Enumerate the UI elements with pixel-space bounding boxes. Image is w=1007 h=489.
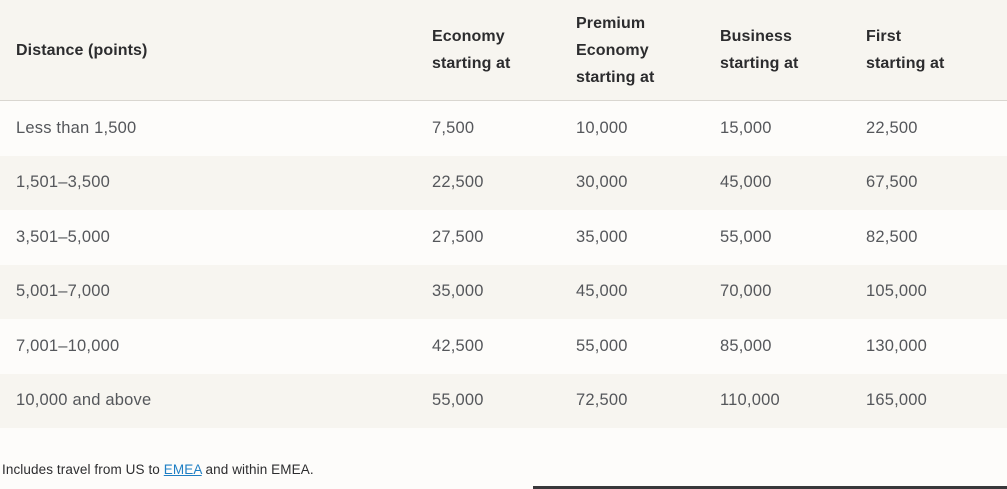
table-footnote: Includes travel from US to EMEA and with… bbox=[2, 462, 1007, 477]
premium-economy-cell: 72,500 bbox=[576, 391, 628, 410]
column-header-label: First bbox=[866, 28, 902, 45]
distance-cell: 10,000 and above bbox=[16, 391, 152, 410]
column-header-first: First starting at bbox=[866, 23, 1007, 77]
column-header-premium-economy: Premium Economy starting at bbox=[576, 10, 720, 91]
column-header-economy: Economy starting at bbox=[432, 23, 576, 77]
premium-economy-cell: 10,000 bbox=[576, 118, 628, 137]
premium-economy-cell: 45,000 bbox=[576, 282, 628, 301]
economy-cell: 35,000 bbox=[432, 282, 484, 301]
distance-cell: 7,001–10,000 bbox=[16, 336, 120, 355]
first-cell: 165,000 bbox=[866, 391, 928, 410]
column-header-label: Distance (points) bbox=[16, 41, 148, 59]
table-row: 3,501–5,000 27,500 35,000 55,000 82,500 bbox=[0, 210, 1007, 265]
premium-economy-cell: 30,000 bbox=[576, 173, 628, 192]
distance-cell: 5,001–7,000 bbox=[16, 282, 110, 301]
next-section-top-edge bbox=[533, 486, 1007, 489]
column-header-label: starting at bbox=[866, 55, 945, 72]
first-cell: 105,000 bbox=[866, 282, 928, 301]
first-cell: 130,000 bbox=[866, 336, 928, 355]
economy-cell: 55,000 bbox=[432, 391, 484, 410]
table-row: Less than 1,500 7,500 10,000 15,000 22,5… bbox=[0, 101, 1007, 156]
business-cell: 70,000 bbox=[720, 282, 772, 301]
table-row: 10,000 and above 55,000 72,500 110,000 1… bbox=[0, 373, 1007, 428]
economy-cell: 22,500 bbox=[432, 173, 484, 192]
economy-cell: 42,500 bbox=[432, 336, 484, 355]
footnote-text-after: and within EMEA. bbox=[201, 462, 314, 477]
premium-economy-cell: 35,000 bbox=[576, 227, 628, 246]
business-cell: 45,000 bbox=[720, 173, 772, 192]
column-header-label: Economy bbox=[576, 41, 649, 59]
first-cell: 82,500 bbox=[866, 227, 918, 246]
economy-cell: 7,500 bbox=[432, 118, 475, 137]
economy-cell: 27,500 bbox=[432, 227, 484, 246]
business-cell: 15,000 bbox=[720, 118, 772, 137]
footnote-text-before: Includes travel from US to bbox=[2, 462, 164, 477]
column-header-label: Premium bbox=[576, 14, 646, 32]
business-cell: 55,000 bbox=[720, 227, 772, 246]
first-cell: 67,500 bbox=[866, 173, 918, 192]
table-header-row: Distance (points) Economy starting at Pr… bbox=[0, 0, 1007, 101]
table-row: 7,001–10,000 42,500 55,000 85,000 130,00… bbox=[0, 319, 1007, 374]
column-header-label: Economy bbox=[432, 28, 505, 45]
column-header-label: starting at bbox=[432, 55, 511, 72]
first-cell: 22,500 bbox=[866, 118, 918, 137]
distance-cell: Less than 1,500 bbox=[16, 118, 137, 137]
business-cell: 85,000 bbox=[720, 336, 772, 355]
table-row: 5,001–7,000 35,000 45,000 70,000 105,000 bbox=[0, 264, 1007, 319]
business-cell: 110,000 bbox=[720, 391, 780, 410]
emea-link[interactable]: EMEA bbox=[163, 462, 202, 477]
column-header-label: starting at bbox=[576, 68, 655, 86]
column-header-label: starting at bbox=[720, 55, 799, 72]
column-header-business: Business starting at bbox=[720, 23, 866, 77]
column-header-distance: Distance (points) bbox=[16, 37, 432, 64]
premium-economy-cell: 55,000 bbox=[576, 336, 628, 355]
table-row: 1,501–3,500 22,500 30,000 45,000 67,500 bbox=[0, 155, 1007, 210]
distance-cell: 3,501–5,000 bbox=[16, 227, 110, 246]
distance-cell: 1,501–3,500 bbox=[16, 173, 110, 192]
column-header-label: Business bbox=[720, 28, 792, 45]
award-points-table: Distance (points) Economy starting at Pr… bbox=[0, 0, 1007, 428]
